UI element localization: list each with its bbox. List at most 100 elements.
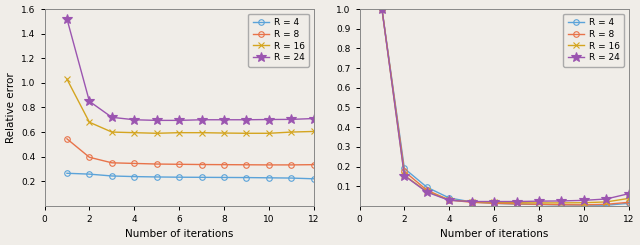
- R = 24: [310, 117, 317, 120]
- Line: R = 8: R = 8: [64, 136, 317, 168]
- R = 4: [220, 176, 228, 179]
- R = 24: [153, 119, 161, 122]
- X-axis label: Number of iterations: Number of iterations: [125, 230, 234, 239]
- Line: R = 24: R = 24: [377, 4, 634, 206]
- R = 8: [265, 163, 273, 166]
- R = 16: [287, 131, 295, 134]
- R = 4: [401, 167, 408, 170]
- R = 8: [490, 202, 498, 205]
- R = 24: [175, 119, 183, 122]
- R = 16: [220, 132, 228, 135]
- R = 8: [602, 203, 610, 206]
- R = 8: [378, 8, 386, 11]
- Line: R = 4: R = 4: [64, 171, 317, 182]
- R = 24: [108, 116, 116, 119]
- R = 8: [131, 162, 138, 165]
- Line: R = 8: R = 8: [379, 6, 632, 208]
- R = 4: [535, 203, 543, 206]
- R = 4: [468, 200, 476, 203]
- R = 8: [468, 201, 476, 204]
- R = 4: [423, 186, 431, 189]
- R = 4: [198, 176, 205, 179]
- R = 24: [557, 199, 565, 202]
- R = 16: [243, 132, 250, 135]
- X-axis label: Number of iterations: Number of iterations: [440, 230, 548, 239]
- R = 24: [580, 199, 588, 202]
- R = 16: [513, 201, 520, 204]
- R = 8: [175, 163, 183, 166]
- R = 8: [445, 198, 453, 201]
- R = 16: [602, 200, 610, 203]
- R = 16: [468, 200, 476, 203]
- R = 4: [108, 174, 116, 177]
- R = 8: [513, 202, 520, 205]
- R = 4: [625, 202, 632, 205]
- R = 8: [220, 163, 228, 166]
- R = 4: [310, 177, 317, 180]
- R = 8: [63, 137, 71, 140]
- R = 4: [557, 203, 565, 206]
- R = 4: [580, 204, 588, 207]
- Line: R = 24: R = 24: [62, 14, 319, 125]
- R = 16: [378, 8, 386, 11]
- R = 24: [86, 100, 93, 103]
- R = 8: [243, 163, 250, 166]
- R = 8: [310, 163, 317, 166]
- Y-axis label: Relative error: Relative error: [6, 72, 15, 143]
- Legend: R = 4, R = 8, R = 16, R = 24: R = 4, R = 8, R = 16, R = 24: [248, 13, 309, 67]
- R = 4: [243, 176, 250, 179]
- R = 16: [198, 131, 205, 134]
- R = 8: [625, 201, 632, 204]
- Line: R = 16: R = 16: [378, 6, 632, 206]
- R = 16: [490, 201, 498, 204]
- R = 4: [490, 202, 498, 205]
- R = 8: [401, 170, 408, 173]
- R = 4: [175, 176, 183, 179]
- R = 16: [86, 121, 93, 124]
- R = 24: [535, 200, 543, 203]
- R = 4: [265, 176, 273, 179]
- R = 24: [445, 199, 453, 202]
- R = 16: [153, 132, 161, 135]
- R = 4: [153, 175, 161, 178]
- R = 4: [131, 175, 138, 178]
- R = 8: [580, 203, 588, 206]
- R = 16: [108, 131, 116, 134]
- R = 16: [63, 78, 71, 81]
- Line: R = 16: R = 16: [63, 76, 317, 137]
- R = 24: [131, 118, 138, 121]
- R = 4: [63, 172, 71, 175]
- R = 4: [378, 8, 386, 11]
- R = 16: [557, 201, 565, 204]
- R = 24: [602, 197, 610, 200]
- R = 8: [535, 203, 543, 206]
- R = 8: [423, 189, 431, 192]
- R = 24: [423, 191, 431, 194]
- R = 24: [287, 118, 295, 121]
- R = 16: [625, 197, 632, 200]
- R = 24: [63, 17, 71, 20]
- R = 24: [468, 200, 476, 203]
- R = 16: [535, 201, 543, 204]
- Line: R = 4: R = 4: [379, 6, 632, 208]
- R = 24: [401, 174, 408, 177]
- R = 24: [265, 118, 273, 121]
- R = 24: [198, 118, 205, 121]
- R = 4: [513, 203, 520, 206]
- R = 4: [445, 196, 453, 199]
- R = 24: [378, 8, 386, 11]
- R = 24: [625, 192, 632, 195]
- R = 16: [580, 201, 588, 204]
- R = 8: [108, 161, 116, 164]
- R = 4: [602, 204, 610, 207]
- R = 4: [86, 173, 93, 176]
- R = 8: [198, 163, 205, 166]
- R = 16: [310, 130, 317, 133]
- R = 16: [445, 198, 453, 201]
- R = 16: [131, 131, 138, 134]
- R = 8: [86, 156, 93, 159]
- R = 24: [220, 118, 228, 121]
- R = 24: [490, 200, 498, 203]
- Legend: R = 4, R = 8, R = 16, R = 24: R = 4, R = 8, R = 16, R = 24: [563, 13, 624, 67]
- R = 16: [265, 132, 273, 135]
